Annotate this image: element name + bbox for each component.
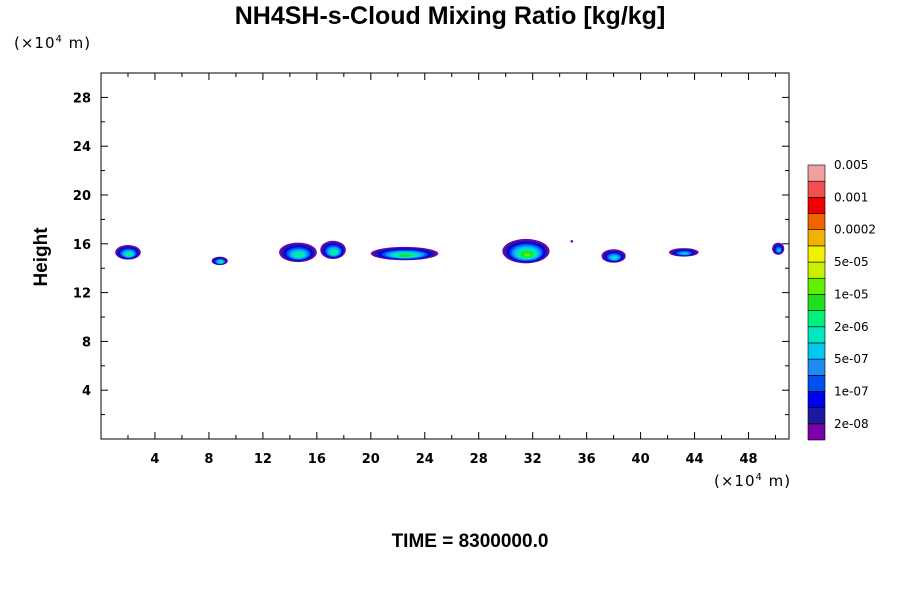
cloud-level [523, 253, 531, 257]
y-tick-label: 16 [73, 238, 91, 253]
colorbar-swatch [807, 326, 826, 344]
cloud-level [295, 253, 303, 258]
colorbar-swatch [807, 407, 826, 425]
x-tick-label: 16 [308, 452, 326, 467]
cloud-level [400, 254, 412, 257]
x-tick-label: 32 [524, 452, 542, 467]
colorbar-label: 0.0002 [834, 223, 876, 237]
plot-frame [100, 72, 790, 440]
colorbar-swatch [807, 229, 826, 247]
x-tick-label: 8 [204, 452, 213, 467]
y-tick-label: 28 [73, 91, 91, 106]
colorbar-swatch [807, 342, 826, 360]
x-tick-label: 36 [578, 452, 596, 467]
x-tick-label: 48 [739, 452, 757, 467]
cloud-cell [279, 242, 317, 263]
x-tick-label: 40 [632, 452, 650, 467]
x-tick-label: 4 [150, 452, 159, 467]
cloud-cell [668, 248, 699, 257]
colorbar-label: 5e-07 [834, 352, 869, 366]
colorbar-label: 0.001 [834, 190, 868, 204]
colorbar-label: 1e-05 [834, 287, 869, 301]
y-tick-label: 4 [82, 384, 91, 399]
colorbar-swatch [807, 391, 826, 408]
cloud-level [611, 256, 618, 260]
colorbar-swatch [807, 197, 826, 214]
cloud-cell [320, 240, 346, 260]
x-tick-label: 28 [470, 452, 488, 467]
y-tick-label: 12 [73, 287, 91, 302]
colorbar-label: 5e-05 [834, 255, 869, 269]
colorbar-swatch [807, 180, 826, 198]
cloud-cell [570, 240, 574, 243]
colorbar-swatch [807, 294, 826, 311]
cloud-level [777, 248, 781, 252]
x-tick-label: 44 [686, 452, 704, 467]
chart-title: NH4SH-s-Cloud Mixing Ratio [kg/kg] [234, 2, 666, 30]
x-axis-unit: (×104 m) [714, 472, 792, 490]
cloud-level [331, 250, 337, 255]
cloud-cells [115, 238, 785, 266]
colorbar-swatch [807, 310, 826, 328]
cloud-cell [601, 249, 626, 263]
colorbar-swatch [807, 164, 826, 182]
cloud-cell [211, 256, 228, 266]
cloud-cell [772, 242, 785, 255]
x-tick-label: 12 [254, 452, 272, 467]
cloud-level [680, 252, 689, 255]
colorbar: 2e-08 1e-07 5e-07 2e-06 1e-05 5e-05 0.0002 0.00… [807, 158, 876, 441]
colorbar-label: 2e-06 [834, 320, 869, 334]
cloud-level [219, 261, 223, 263]
colorbar-swatch [807, 213, 826, 231]
colorbar-swatch [807, 423, 826, 441]
colorbar-swatch [807, 245, 826, 263]
y-tick-label: 20 [73, 189, 91, 204]
cloud-level [570, 240, 574, 243]
colorbar-swatch [807, 374, 826, 392]
colorbar-label: 0.005 [834, 158, 868, 172]
colorbar-swatch [807, 261, 826, 279]
y-tick-label: 24 [73, 140, 91, 155]
cloud-cell [115, 245, 141, 260]
time-label: TIME = 8300000.0 [391, 531, 549, 552]
colorbar-label: 2e-08 [834, 417, 869, 431]
y-tick-label: 8 [82, 335, 91, 350]
colorbar-swatch [807, 358, 826, 376]
cloud-level [126, 253, 132, 256]
colorbar-swatch [807, 277, 826, 295]
x-tick-label: 24 [416, 452, 434, 467]
x-tick-label: 20 [362, 452, 380, 467]
y-axis-unit: (×104 m) [14, 34, 92, 52]
cloud-cell [370, 246, 439, 261]
colorbar-label: 1e-07 [834, 384, 869, 398]
cloud-cell [502, 238, 550, 264]
